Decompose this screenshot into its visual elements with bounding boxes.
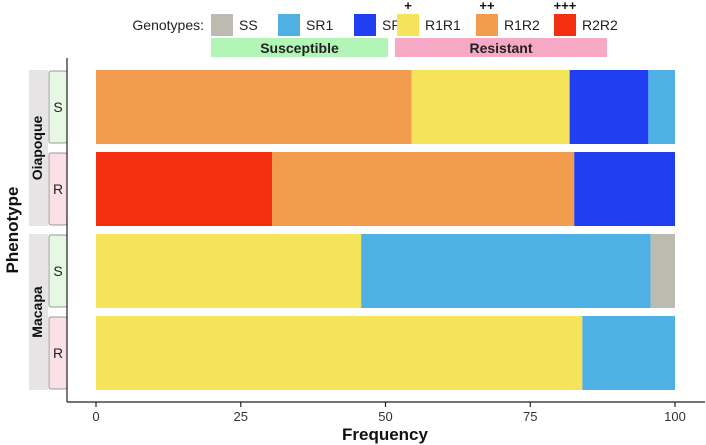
legend-label-ss: SS <box>239 17 258 33</box>
legend-group-resistant-label: Resistant <box>469 40 532 56</box>
x-tick-label: 0 <box>92 409 99 424</box>
legend-label-r1r1: R1R1 <box>425 17 461 33</box>
legend-group-susceptible-box <box>211 38 388 57</box>
phenotype-label: R <box>53 345 63 361</box>
legend-swatch-sr2 <box>354 14 376 36</box>
bar-segment-sr2 <box>569 70 649 144</box>
facet-label-macapa: Macapa <box>29 286 45 338</box>
bar-segment-r2r2 <box>96 152 273 226</box>
legend-swatch-ss <box>211 14 233 36</box>
bars <box>96 70 675 390</box>
legend-swatch-sr1 <box>278 14 300 36</box>
legend-title: Genotypes: <box>132 17 204 33</box>
legend-label-sr1: SR1 <box>306 17 333 33</box>
x-tick-label: 100 <box>664 409 686 424</box>
bar-segment-r1r1 <box>96 234 362 308</box>
x-tick-label: 75 <box>523 409 537 424</box>
legend-group-resistant-box <box>395 38 607 57</box>
facet-label-oiapoque: Oiapoque <box>29 116 45 181</box>
phenotype-label: S <box>53 263 62 279</box>
x-axis-title: Frequency <box>342 425 429 444</box>
facet-strip-macapa <box>29 234 48 390</box>
phenotype-label: S <box>53 99 62 115</box>
bar-segment-r1r2 <box>96 70 412 144</box>
legend-marker-r1r2: ++ <box>479 0 495 13</box>
legend-label-r1r2: R1R2 <box>504 17 540 33</box>
bar-segment-ss <box>650 234 675 308</box>
legend: Genotypes: SS SR1 SR2 R1R1+R1R2++R2R2+++Sus… <box>132 0 618 57</box>
phenotype-label: R <box>53 181 63 197</box>
legend-swatch-r1r1 <box>397 14 419 36</box>
facet-strip-oiapoque <box>29 70 48 226</box>
legend-swatch-r2r2 <box>554 14 576 36</box>
bar-segment-r1r1 <box>96 316 583 390</box>
bar-segment-sr1 <box>648 70 675 144</box>
bar-segment-r1r1 <box>411 70 570 144</box>
legend-swatch-r1r2 <box>476 14 498 36</box>
x-tick-label: 50 <box>378 409 392 424</box>
bar-segment-sr1 <box>361 234 651 308</box>
legend-group-susceptible-label: Susceptible <box>260 40 339 56</box>
legend-marker-r2r2: +++ <box>554 0 577 13</box>
x-tick-label: 25 <box>234 409 248 424</box>
bar-segment-r1r2 <box>272 152 575 226</box>
bar-segment-sr2 <box>574 152 675 226</box>
x-axis: Frequency Phenotype 0 25 50 75 100 <box>3 58 705 444</box>
y-axis-title: Phenotype <box>3 187 22 274</box>
bar-segment-sr1 <box>582 316 675 390</box>
facet-strips: Oiapoque S R Macapa S R <box>29 70 68 390</box>
legend-marker-r1r1: + <box>404 0 412 13</box>
legend-label-r2r2: R2R2 <box>582 17 618 33</box>
